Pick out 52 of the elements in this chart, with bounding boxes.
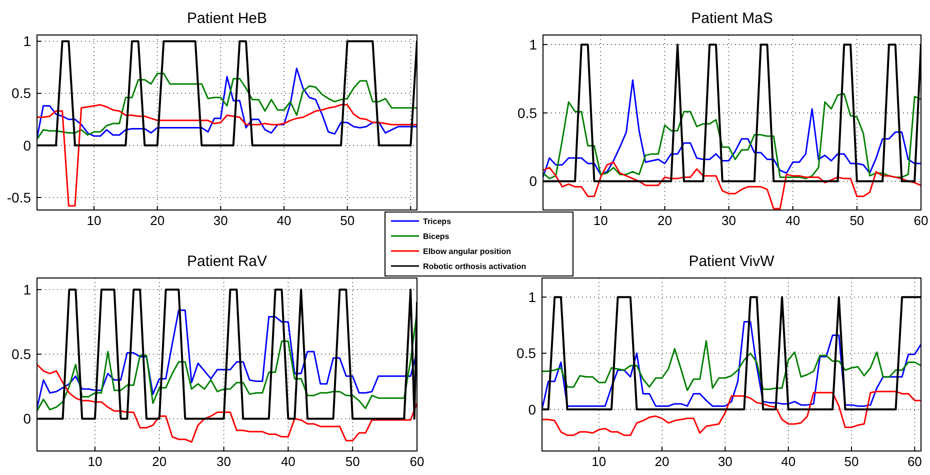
y-tick-label: 0 [23,410,32,427]
y-tick-label: 1 [23,282,32,298]
y-tick-label: 0.5 [12,85,32,102]
x-tick-label: 10 [592,454,606,469]
legend-label: Triceps [423,216,452,226]
y-tick-label: 0 [529,173,538,190]
x-tick-label: 10 [86,213,102,228]
x-tick-label: 40 [276,213,292,228]
x-tick-label: 50 [345,454,360,469]
y-tick-label: 0.5 [12,346,32,362]
x-tick-label: 50 [844,454,859,469]
y-tick-label: 0.5 [518,104,538,121]
y-tick-label: 0 [23,137,32,154]
x-tick-label: 20 [152,454,167,469]
legend-label: Biceps [423,232,450,241]
x-tick-label: 60 [907,454,922,469]
y-tick-label: 0.5 [516,345,536,362]
x-tick-label: 20 [654,454,670,469]
x-tick-label: 60 [914,213,928,228]
x-tick-label: 20 [657,213,672,228]
chart-title: Patient HeB [186,10,268,27]
x-tick-label: 40 [786,213,800,228]
y-tick-label: 1 [23,33,32,50]
line-series [542,340,921,392]
line-series [37,364,417,443]
x-tick-label: 10 [593,213,608,228]
x-tick-label: 30 [213,213,228,228]
y-tick-label: 1 [529,36,538,52]
line-series [542,390,921,436]
x-tick-label: 20 [150,213,165,228]
x-tick-label: 10 [88,454,102,469]
line-series [543,79,921,178]
x-tick-label: 40 [781,454,796,469]
y-tick-label: 1 [528,288,536,305]
legend-label: Robotic orthosis activation [423,262,526,271]
x-tick-label: 50 [850,213,864,228]
y-tick-label: -0.5 [6,189,32,206]
x-tick-label: 30 [216,454,232,469]
x-tick-label: 60 [410,454,424,469]
x-tick-label: 50 [340,213,355,228]
y-tick-label: 0 [528,401,536,418]
line-series [37,104,417,207]
line-series [542,321,921,410]
chart-title: Patient RaV [186,253,268,270]
x-tick-label: 40 [280,454,296,469]
x-tick-label: 30 [722,213,736,228]
x-tick-label: 30 [718,454,732,469]
legend-label: Elbow angular position [423,246,512,256]
line-series [543,161,921,210]
chart-title: Patient MaS [691,10,773,27]
chart-title: Patient VivW [688,253,776,270]
line-series [543,93,921,180]
